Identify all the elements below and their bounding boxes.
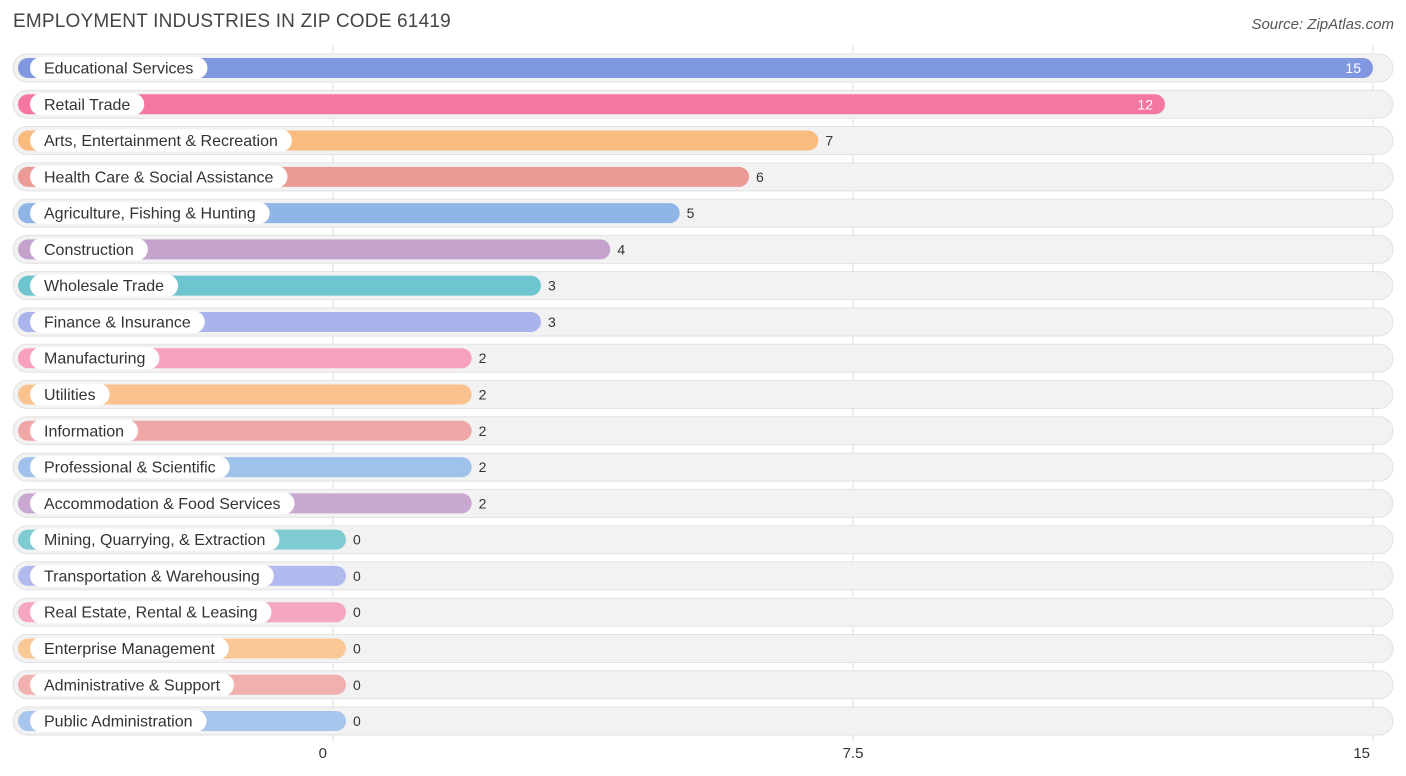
category-label: Mining, Quarrying, & Extraction [44,532,265,549]
bar-row: Wholesale Trade 3 [12,271,1394,301]
bar [18,239,611,260]
value-label: 0 [353,713,361,729]
category-label: Professional & Scientific [44,460,216,477]
bar-track [12,525,1394,555]
x-tick-label: 7.5 [843,745,864,762]
bar-track [12,633,1394,663]
category-label: Retail Trade [44,97,130,114]
value-label: 2 [479,423,487,439]
value-label: 0 [353,640,361,656]
value-label: 6 [756,169,764,185]
bar-row: Mining, Quarrying, & Extraction 0 [12,525,1394,555]
bar-track [12,670,1394,700]
category-label-pill [30,238,148,261]
bar [18,58,1373,78]
category-label: Agriculture, Fishing & Hunting [44,206,256,223]
category-label-pill [30,202,270,225]
category-label: Construction [44,242,134,259]
bar-row: Administrative & Support 0 [12,670,1394,700]
bar-row: Transportation & Warehousing 0 [12,561,1394,591]
category-label-pill [30,564,274,587]
bar [18,384,472,405]
category-label-pill [30,419,139,442]
value-label: 5 [687,205,695,221]
value-label: 3 [548,314,556,330]
bar-row: Public Administration 0 [12,706,1394,736]
value-label: 3 [548,278,556,294]
bar-row: Retail Trade 12 [12,89,1394,119]
category-label-pill [30,637,229,660]
bar-row: Enterprise Management 0 [12,633,1394,663]
category-label: Utilities [44,387,96,404]
bar-track [12,706,1394,736]
category-label: Enterprise Management [44,641,215,658]
x-tick-label: 0 [319,745,327,762]
chart-title: EMPLOYMENT INDUSTRIES IN ZIP CODE 61419 [13,11,451,32]
category-label: Real Estate, Rental & Leasing [44,605,257,622]
bar-row: Arts, Entertainment & Recreation 7 [12,126,1394,156]
bar-row: Construction 4 [12,234,1394,264]
category-label-pill [30,347,160,370]
value-label: 0 [353,532,361,548]
bar-row: Agriculture, Fishing & Hunting 5 [12,198,1394,228]
category-label-pill [30,456,230,479]
category-label-pill [30,710,207,733]
category-label: Educational Services [44,61,193,78]
value-label: 0 [353,568,361,584]
category-label: Accommodation & Food Services [44,496,281,513]
category-label: Transportation & Warehousing [44,568,260,585]
category-label-pill [30,601,272,624]
bar-row: Accommodation & Food Services 2 [12,488,1394,518]
category-label: Manufacturing [44,351,145,368]
category-label: Arts, Entertainment & Recreation [44,133,278,150]
bar-row: Utilities 2 [12,380,1394,410]
category-label-pill [30,492,295,515]
category-label-pill [30,274,179,297]
category-label: Health Care & Social Assistance [44,169,274,186]
value-label: 2 [479,387,487,403]
x-tick-label: 15 [1353,745,1370,762]
value-label: 12 [1137,96,1153,112]
category-label: Finance & Insurance [44,314,191,331]
bar-row: Information 2 [12,416,1394,446]
bar-row: Finance & Insurance 3 [12,307,1394,337]
bar-row: Professional & Scientific 2 [12,452,1394,482]
category-label-pill [30,93,145,116]
bar-row: Educational Services 15 [12,53,1394,83]
category-label-pill [30,383,110,406]
bar-track [12,597,1394,627]
category-label-pill [30,57,208,79]
category-label: Public Administration [44,714,193,731]
category-label-pill [30,129,292,152]
value-label: 15 [1345,60,1361,76]
category-label: Information [44,423,124,440]
bar-row: Real Estate, Rental & Leasing 0 [12,597,1394,627]
value-label: 7 [825,133,833,149]
value-label: 2 [479,350,487,366]
chart-source: Source: ZipAtlas.com [1251,16,1394,33]
value-label: 4 [617,241,625,257]
bar-row: Manufacturing 2 [12,343,1394,373]
category-label: Wholesale Trade [44,278,164,295]
category-label-pill [30,310,205,333]
category-label: Administrative & Support [44,677,221,694]
value-label: 0 [353,604,361,620]
category-label-pill [30,165,288,188]
category-label-pill [30,673,235,696]
bar-track [12,561,1394,591]
category-label-pill [30,528,280,551]
value-label: 2 [479,459,487,475]
bar-row: Health Care & Social Assistance 6 [12,162,1394,192]
bar [18,94,1165,115]
value-label: 0 [353,677,361,693]
rows-layer: Educational Services 15 Retail Trade 12 Arts… [12,53,1394,736]
value-label: 2 [479,495,487,511]
x-axis: 0 7.5 15 [319,745,1370,762]
